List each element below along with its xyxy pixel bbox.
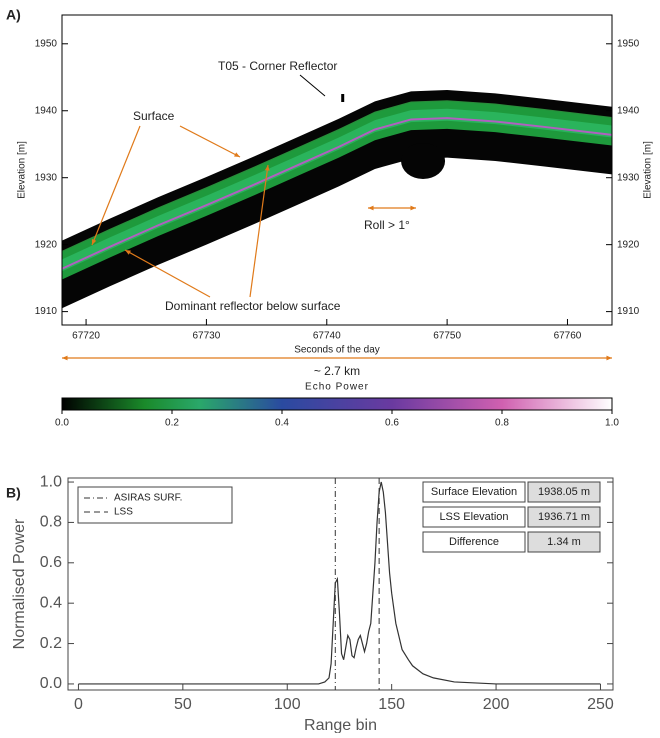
y-tick-label: 1920 (617, 239, 640, 250)
table-label: Difference (449, 536, 499, 548)
echo-volume (62, 100, 612, 280)
table-cell (422, 481, 526, 503)
arrow-head (410, 205, 416, 211)
y-tick-label: 0.2 (40, 635, 62, 652)
colorbar-tick-label: 1.0 (605, 418, 619, 429)
y-axis-label: Elevation [m] (17, 141, 28, 199)
table-label: LSS Elevation (439, 511, 508, 523)
arrow-head (125, 250, 131, 255)
colorbar-title: Echo Power (305, 382, 369, 393)
waveform (78, 481, 601, 685)
y-tick-label: 0.4 (40, 594, 62, 611)
colorbar-tick-label: 0.6 (385, 418, 399, 429)
y-tick-label: 0.0 (40, 675, 62, 692)
x-tick-label: 250 (587, 696, 614, 713)
y-axis-label: Normalised Power (11, 518, 28, 649)
x-tick-label: 67730 (193, 331, 221, 342)
y-tick-label: 1940 (617, 105, 640, 116)
panel-label: B) (6, 485, 21, 501)
colorbar-tick-label: 0.0 (55, 418, 69, 429)
panel-label: A) (6, 7, 21, 23)
surface-line (61, 100, 613, 252)
scale-label: ~ 2.7 km (314, 364, 360, 378)
y-tick-label: 0.6 (40, 554, 62, 571)
x-tick-label: 67750 (433, 331, 461, 342)
y-tick-label: 1950 (617, 38, 640, 49)
dominant-reflector (61, 117, 613, 270)
x-axis-label: Range bin (304, 717, 377, 733)
table-label: Surface Elevation (431, 486, 517, 498)
arrow-head (91, 239, 97, 245)
table-value: 1938.05 m (538, 486, 590, 498)
annotation-arrow (179, 125, 241, 158)
table-value: 1.34 m (547, 536, 581, 548)
arrow-head (368, 205, 374, 211)
colorbar-tick-label: 0.4 (275, 418, 289, 429)
table-cell (422, 506, 526, 528)
x-tick-label: 100 (274, 696, 301, 713)
x-tick-label: 150 (378, 696, 405, 713)
annotation-arrow (249, 164, 269, 298)
echo-core (62, 108, 612, 272)
annotation-arrow (299, 74, 326, 97)
x-tick-label: 200 (483, 696, 510, 713)
colorbar-tick-label: 0.8 (495, 418, 509, 429)
arrow-head (264, 165, 270, 171)
arrow-head (606, 355, 612, 361)
x-tick-label: 67760 (554, 331, 582, 342)
table-value: 1936.71 m (538, 511, 590, 523)
roll-echo (401, 142, 446, 179)
arrow-head (234, 152, 240, 157)
annotation: T05 - Corner Reflector (218, 59, 337, 73)
x-axis-label: Seconds of the day (294, 345, 380, 356)
x-tick-label: 67740 (313, 331, 341, 342)
table-cell (527, 506, 601, 528)
table-cell (527, 481, 601, 503)
x-tick-label: 67720 (72, 331, 100, 342)
legend-label: ASIRAS SURF. (114, 493, 182, 504)
annotation-arrow (91, 125, 141, 246)
table-cell (527, 531, 601, 553)
legend-label: LSS (114, 507, 133, 518)
y-tick-label: 1930 (35, 172, 58, 183)
colorbar (61, 397, 613, 411)
y-tick-label: 1930 (617, 172, 640, 183)
plot-frame (67, 477, 614, 691)
legend (77, 486, 233, 524)
y-tick-label: 1950 (35, 38, 58, 49)
y-axis-label: Elevation [m] (643, 141, 654, 199)
echo-noise (62, 89, 612, 309)
y-tick-label: 1910 (617, 306, 640, 317)
annotation: Dominant reflector below surface (165, 299, 341, 313)
y-tick-label: 1.0 (40, 473, 62, 490)
y-tick-label: 1940 (35, 105, 58, 116)
annotation-arrow (124, 249, 211, 298)
annotation: Surface (133, 109, 175, 123)
x-tick-label: 0 (74, 696, 83, 713)
table-cell (422, 531, 526, 553)
x-tick-label: 50 (174, 696, 192, 713)
corner-reflector (341, 94, 345, 103)
y-tick-label: 0.8 (40, 514, 62, 531)
annotation: Roll > 1° (364, 218, 410, 232)
plot-frame (61, 14, 613, 326)
colorbar-tick-label: 0.2 (165, 418, 179, 429)
y-tick-label: 1910 (35, 306, 58, 317)
y-tick-label: 1920 (35, 239, 58, 250)
arrow-head (62, 355, 68, 361)
